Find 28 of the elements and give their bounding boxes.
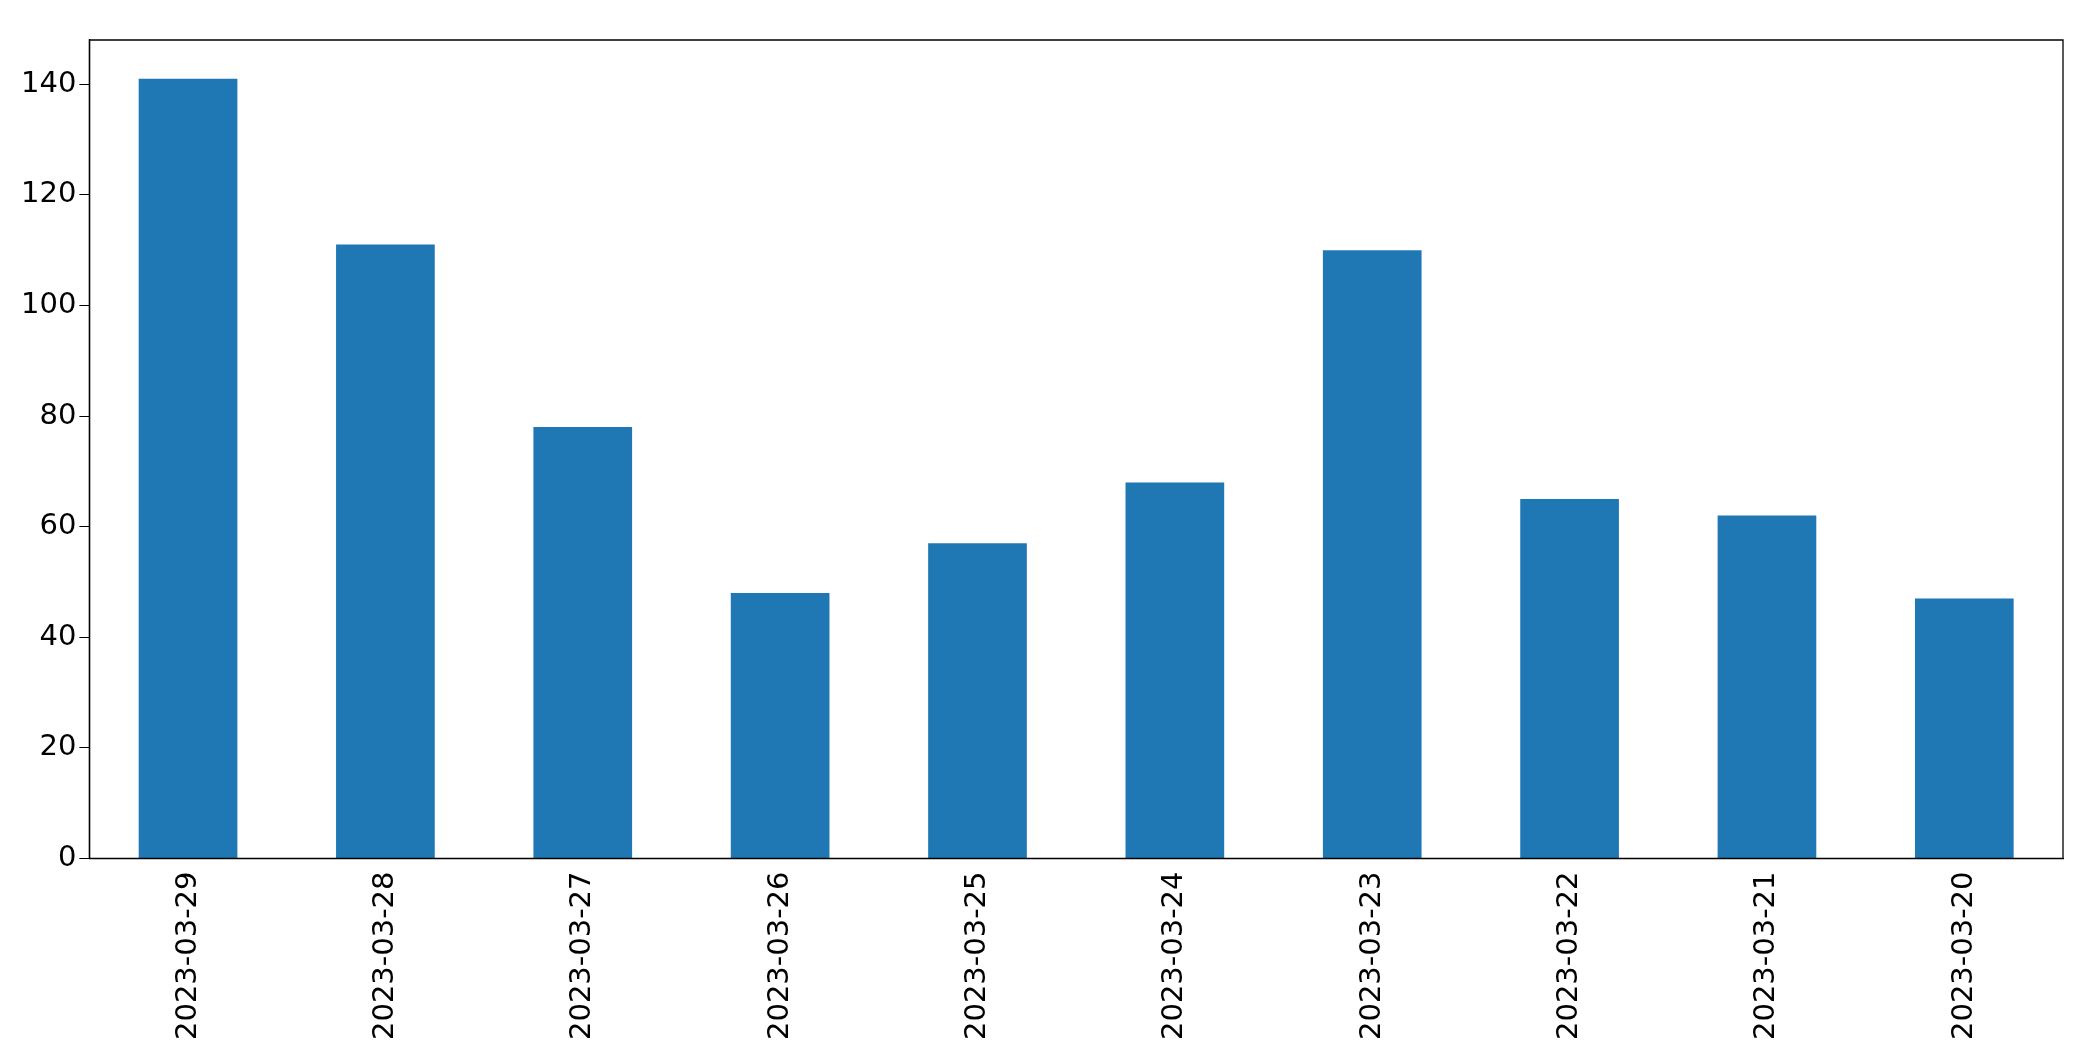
bar	[336, 244, 435, 858]
y-tick-label: 140	[20, 64, 77, 99]
x-tick-label: 2023-03-22	[1550, 871, 1585, 1041]
bar	[1717, 515, 1817, 858]
y-tick-label: 120	[20, 175, 77, 210]
y-tick-label: 80	[39, 396, 77, 431]
y-tick-label: 40	[39, 617, 77, 652]
y-tick-label: 100	[20, 285, 77, 320]
y-tick-label: 60	[39, 507, 77, 542]
x-tick-label: 2023-03-29	[168, 871, 203, 1041]
bar	[533, 427, 633, 858]
bar	[1125, 482, 1225, 858]
x-tick-label: 2023-03-23	[1352, 871, 1387, 1041]
y-tick-label: 20	[39, 728, 77, 763]
x-tick-label: 2023-03-26	[760, 871, 795, 1041]
y-tick-label: 0	[57, 839, 77, 873]
x-tick-label: 2023-03-21	[1747, 871, 1782, 1041]
bar	[138, 78, 238, 858]
x-tick-label: 2023-03-20	[1944, 871, 1979, 1041]
bar	[1520, 499, 1619, 858]
x-tick-label: 2023-03-25	[958, 871, 993, 1041]
bar	[1914, 598, 2014, 858]
bar	[1322, 250, 1422, 858]
x-tick-label: 2023-03-24	[1155, 871, 1190, 1041]
x-tick-label: 2023-03-27	[563, 871, 598, 1041]
bar	[730, 593, 830, 858]
bar	[928, 543, 1027, 858]
x-tick-label: 2023-03-28	[365, 871, 400, 1041]
